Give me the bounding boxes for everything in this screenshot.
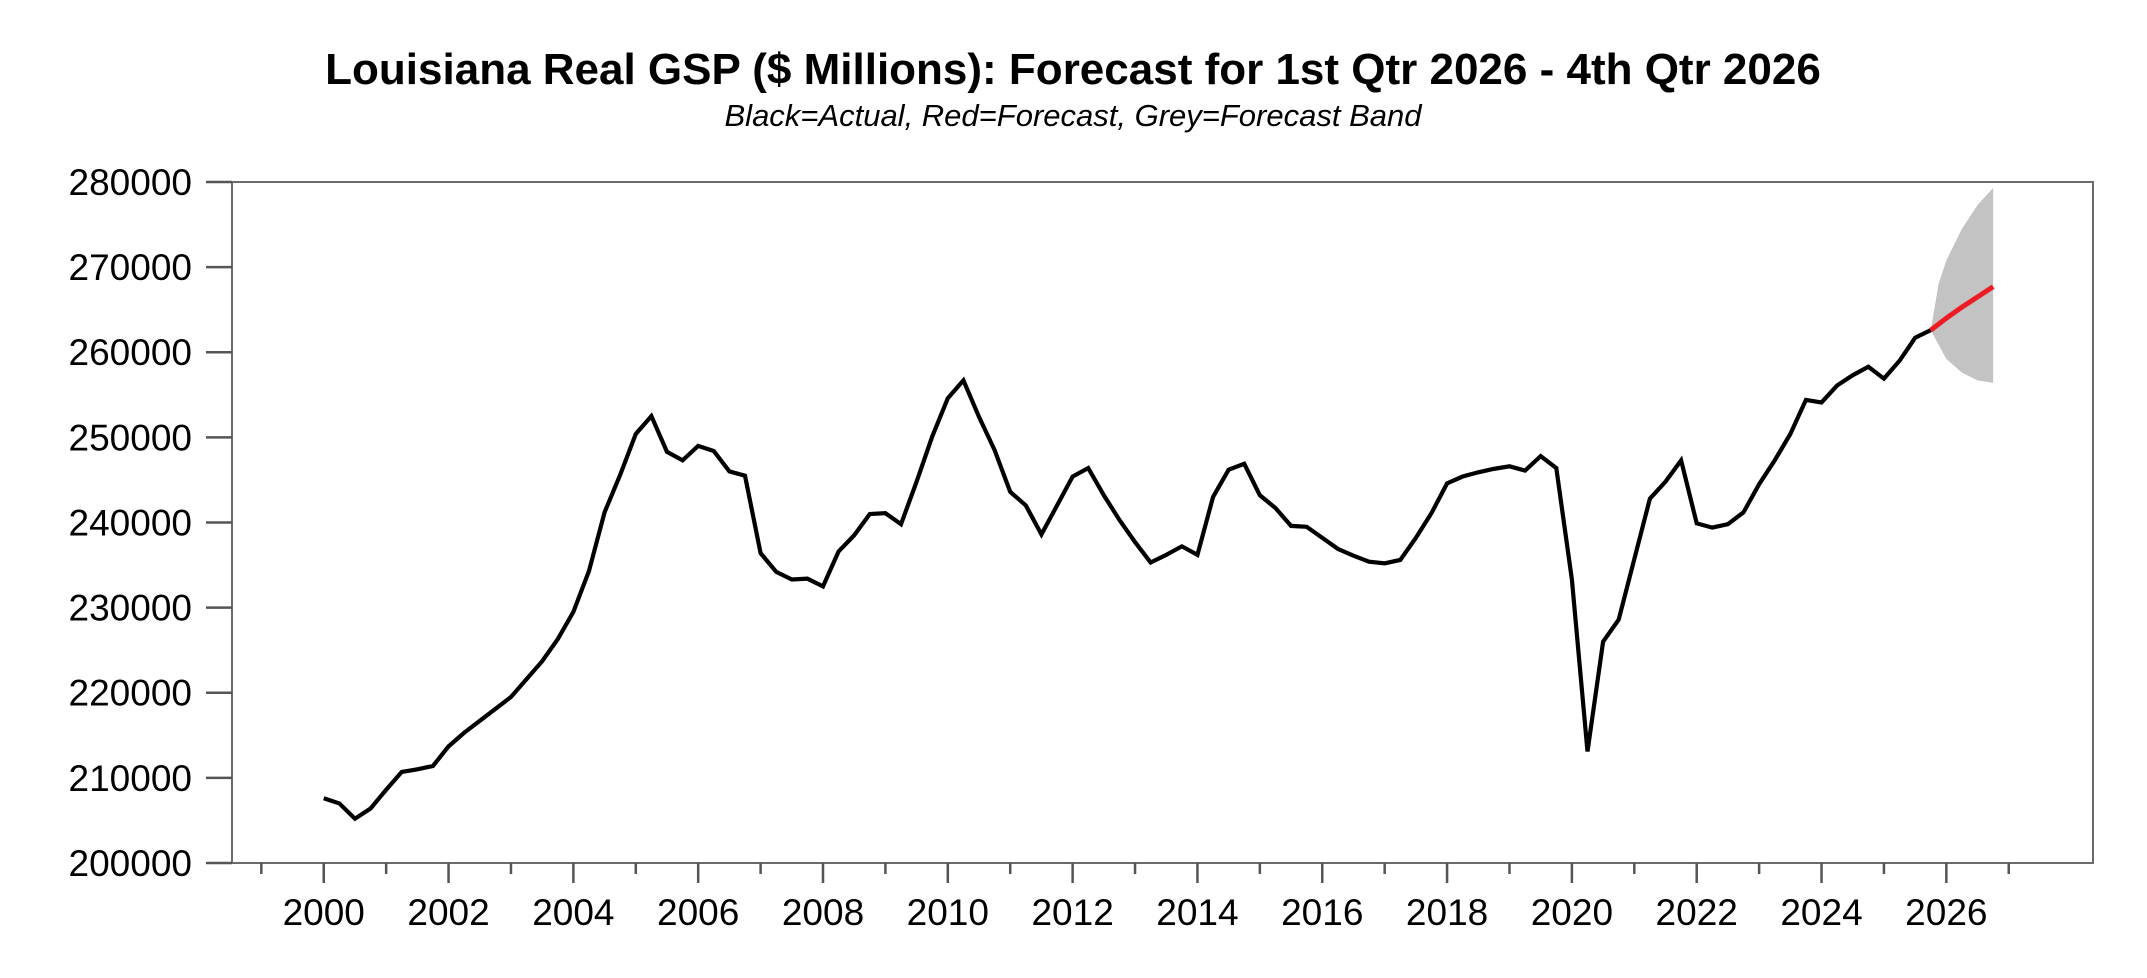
y-tick-label: 270000 (69, 247, 192, 288)
x-tick-label: 2012 (1031, 892, 1113, 933)
plot-frame (231, 181, 2094, 864)
x-tick-label: 2006 (657, 892, 739, 933)
x-tick-label: 2022 (1656, 892, 1738, 933)
x-tick-label: 2004 (532, 892, 614, 933)
x-tick-label: 2026 (1905, 892, 1987, 933)
x-tick-label: 2000 (283, 892, 365, 933)
forecast-line (1929, 284, 1995, 333)
x-tick-label: 2016 (1281, 892, 1363, 933)
y-tick-label: 250000 (69, 417, 192, 458)
x-tick-label: 2024 (1780, 892, 1862, 933)
forecast-band (1930, 187, 1994, 383)
y-tick-label: 210000 (69, 758, 192, 799)
x-tick-label: 2018 (1406, 892, 1488, 933)
x-tick-label: 2010 (907, 892, 989, 933)
x-tick-label: 2014 (1156, 892, 1238, 933)
chart-subtitle: Black=Actual, Red=Forecast, Grey=Forecas… (725, 98, 1424, 133)
x-tick-label: 2002 (407, 892, 489, 933)
actual-line (323, 328, 1932, 822)
plot-area: 200000 210000 220000 230000 240000 250000 2600… (69, 162, 2094, 933)
y-tick-label: 240000 (69, 502, 192, 543)
y-tick-label: 230000 (69, 588, 192, 629)
y-tick-label: 280000 (69, 162, 192, 203)
x-tick-label: 2008 (782, 892, 864, 933)
x-tick-label: 2020 (1531, 892, 1613, 933)
y-tick-label: 200000 (69, 843, 192, 884)
y-tick-label: 220000 (69, 673, 192, 714)
chart-title: Louisiana Real GSP ($ Millions): Forecas… (325, 45, 1821, 94)
y-tick-label: 260000 (69, 332, 192, 373)
